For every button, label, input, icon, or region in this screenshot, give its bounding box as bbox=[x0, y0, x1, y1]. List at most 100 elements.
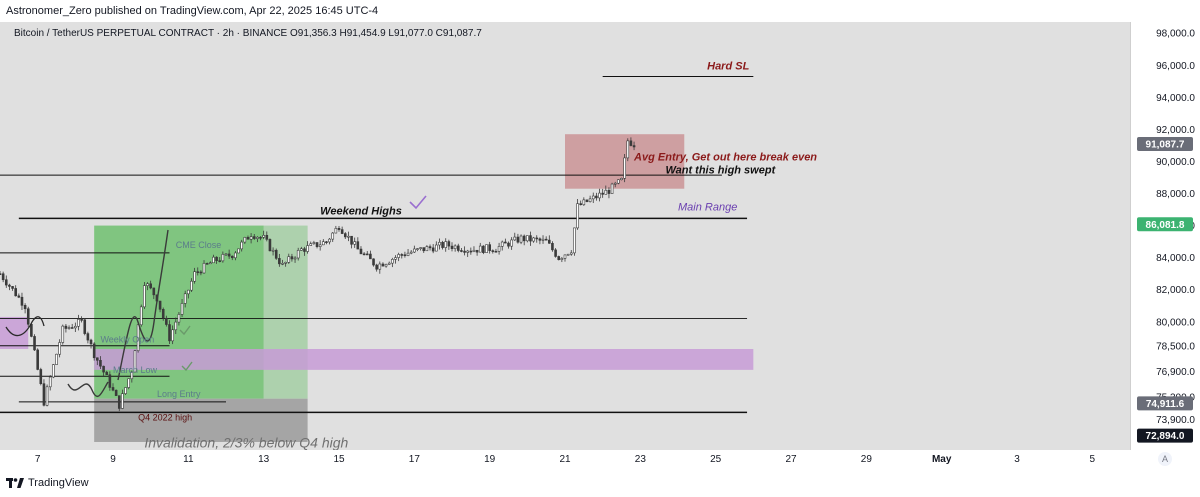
publisher-bar: Astronomer_Zero published on TradingView… bbox=[0, 0, 1200, 22]
price-badge-label: 91,087.7 bbox=[1146, 140, 1185, 151]
candle-body bbox=[105, 371, 109, 375]
candle-body bbox=[403, 254, 407, 257]
candle-body bbox=[96, 357, 99, 361]
candle-body bbox=[108, 374, 112, 388]
candle-body bbox=[287, 256, 291, 263]
candle-body bbox=[265, 235, 269, 240]
candle-body bbox=[325, 241, 328, 243]
candle-body bbox=[472, 249, 476, 253]
candle-body bbox=[413, 248, 416, 253]
time-tick-label: 7 bbox=[35, 454, 41, 465]
candle-body bbox=[30, 323, 33, 337]
hard-sl-label: Hard SL bbox=[707, 60, 749, 72]
candle-body bbox=[303, 248, 306, 252]
candle-body bbox=[193, 271, 196, 282]
price-axis[interactable]: 98,000.0 96,000.0 94,000.0 92,000.0 90,000.0… bbox=[1130, 22, 1200, 450]
symbol-legend: Bitcoin / TetherUS PERPETUAL CONTRACT · … bbox=[14, 28, 482, 39]
candle-body bbox=[463, 250, 466, 253]
candle-body bbox=[529, 235, 532, 242]
price-axis-labels: 98,000.0 96,000.0 94,000.0 92,000.0 90,000.0… bbox=[1137, 29, 1195, 443]
candle-body bbox=[58, 342, 61, 355]
candle-body bbox=[456, 245, 460, 251]
candle-body bbox=[438, 241, 441, 246]
time-tick-label: 15 bbox=[333, 454, 345, 465]
weekend-highs-label: Weekend Highs bbox=[320, 205, 402, 217]
candle-body bbox=[400, 254, 404, 256]
candle-body bbox=[300, 248, 303, 251]
candle-body bbox=[249, 236, 253, 240]
candle-body bbox=[99, 360, 102, 367]
chart-area[interactable]: Hard SL Avg Entry, Get out here break eve… bbox=[0, 22, 1130, 450]
candle-body bbox=[322, 241, 325, 246]
candle-body bbox=[381, 263, 385, 267]
candle-body bbox=[569, 252, 573, 255]
candle-body bbox=[406, 252, 410, 256]
candle-body bbox=[331, 232, 335, 240]
candle-body bbox=[149, 283, 152, 289]
candle-body bbox=[444, 241, 448, 248]
candle-body bbox=[573, 227, 576, 254]
candle-body bbox=[199, 271, 203, 274]
time-axis[interactable]: 7 9 11 13 15 17 19 21 23 25 27 29 May 3 5 bbox=[0, 450, 1200, 468]
price-tick-label: 82,000.0 bbox=[1156, 285, 1195, 296]
tradingview-logo[interactable]: TradingView bbox=[6, 477, 89, 489]
candle-body bbox=[190, 280, 193, 291]
candle-body bbox=[165, 317, 168, 325]
candle-body bbox=[215, 256, 218, 261]
candle-body bbox=[67, 327, 71, 329]
candle-body bbox=[450, 245, 454, 249]
candle-body bbox=[256, 236, 259, 239]
weekly-open-label: Weekly Open bbox=[100, 335, 154, 345]
candle-body bbox=[11, 286, 14, 289]
candle-body bbox=[522, 235, 526, 242]
candle-body bbox=[372, 258, 375, 266]
candle-body bbox=[268, 239, 272, 252]
candle-body bbox=[554, 249, 557, 257]
gray-zone bbox=[94, 398, 308, 442]
candle-body bbox=[74, 325, 77, 329]
time-tick-label: 9 bbox=[110, 454, 116, 465]
candle-body bbox=[328, 238, 331, 243]
candle-body bbox=[218, 260, 222, 262]
candle-body bbox=[262, 235, 265, 238]
time-tick-label: 29 bbox=[861, 454, 873, 465]
candle-body bbox=[513, 236, 517, 241]
candle-body bbox=[174, 321, 178, 331]
candle-body bbox=[416, 248, 419, 250]
candle-body bbox=[422, 247, 426, 252]
candle-body bbox=[365, 253, 369, 256]
candle-body bbox=[591, 195, 595, 200]
price-badge bbox=[1137, 137, 1193, 152]
candle-body bbox=[497, 246, 501, 252]
publisher-text: Astronomer_Zero published on TradingView… bbox=[6, 5, 379, 17]
left-wave-sketch bbox=[5, 316, 45, 337]
candle-body bbox=[227, 253, 231, 257]
price-badge-label: 74,911.6 bbox=[1146, 399, 1185, 410]
candle-body bbox=[544, 238, 548, 241]
price-chart[interactable]: Hard SL Avg Entry, Get out here break eve… bbox=[0, 22, 1130, 450]
candle-body bbox=[309, 243, 313, 246]
auto-scale-button[interactable]: A bbox=[1158, 452, 1172, 466]
candle-body bbox=[588, 198, 592, 202]
candle-body bbox=[221, 254, 225, 262]
candle-body bbox=[566, 253, 570, 256]
price-tick-label: 92,000.0 bbox=[1156, 125, 1195, 136]
candle-body bbox=[585, 199, 589, 202]
candle-body bbox=[347, 235, 350, 238]
tradingview-brand: TradingView bbox=[28, 477, 89, 489]
candle-body bbox=[240, 241, 243, 250]
candle-body bbox=[595, 195, 598, 199]
candle-body bbox=[205, 263, 209, 265]
candle-body bbox=[161, 309, 165, 319]
time-tick-label: 21 bbox=[559, 454, 571, 465]
candle-body bbox=[77, 319, 80, 327]
candle-body bbox=[45, 386, 49, 406]
price-tick-label: 98,000.0 bbox=[1156, 29, 1195, 40]
green-zone-light bbox=[263, 225, 308, 399]
check-mark bbox=[409, 195, 427, 210]
candles-group bbox=[0, 137, 636, 412]
candle-body bbox=[124, 387, 127, 394]
candle-body bbox=[601, 192, 604, 195]
price-tick-label: 76,900.0 bbox=[1156, 367, 1195, 378]
candle-body bbox=[623, 157, 626, 179]
